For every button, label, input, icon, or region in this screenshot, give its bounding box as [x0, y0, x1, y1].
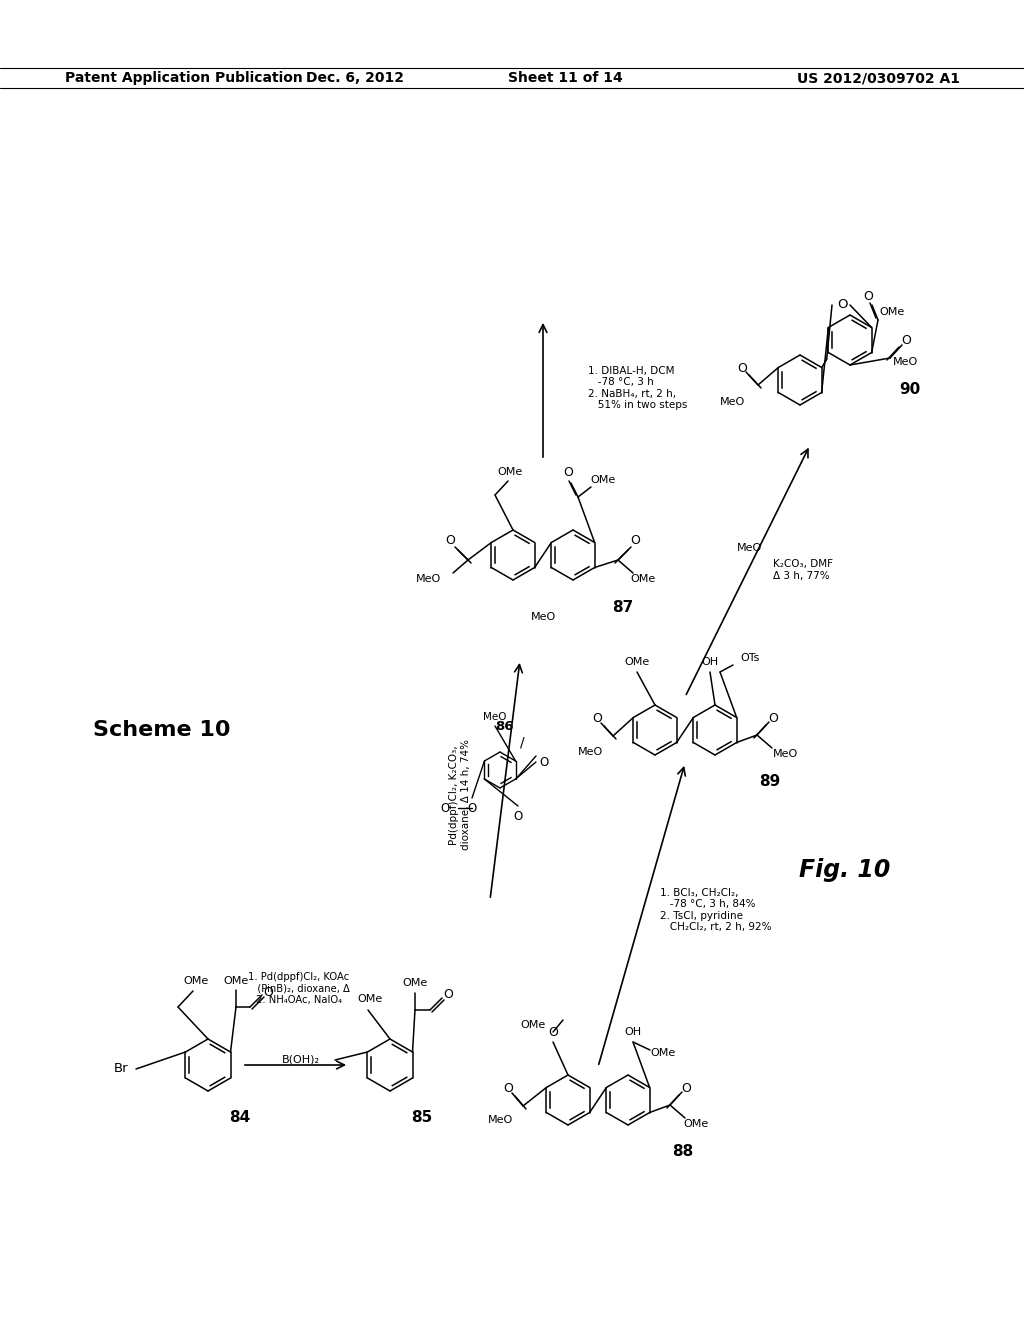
Text: B(OH)₂: B(OH)₂	[282, 1055, 319, 1065]
Text: MeO: MeO	[720, 397, 745, 407]
Text: O: O	[592, 711, 602, 725]
Text: OMe: OMe	[223, 975, 249, 986]
Text: O: O	[563, 466, 573, 479]
Text: OH: OH	[625, 1027, 642, 1038]
Text: 1. Pd(dppf)Cl₂, KOAc
   (PinB)₂, dioxane, Δ
2. NH₄OAc, NaIO₄: 1. Pd(dppf)Cl₂, KOAc (PinB)₂, dioxane, Δ…	[248, 972, 350, 1005]
Text: O: O	[630, 535, 640, 548]
Text: Br: Br	[114, 1063, 128, 1076]
Text: OMe: OMe	[402, 978, 428, 987]
Text: MeO: MeO	[737, 543, 763, 553]
Text: 90: 90	[899, 383, 921, 397]
Text: O: O	[440, 801, 450, 814]
Text: Dec. 6, 2012: Dec. 6, 2012	[306, 71, 404, 84]
Text: MeO: MeO	[530, 612, 556, 622]
Text: 86: 86	[496, 719, 514, 733]
Text: O: O	[901, 334, 911, 346]
Text: Fig. 10: Fig. 10	[800, 858, 891, 882]
Text: Scheme 10: Scheme 10	[93, 719, 230, 741]
Text: MeO: MeO	[487, 1115, 513, 1125]
Text: OMe: OMe	[683, 1119, 709, 1129]
Text: O: O	[503, 1081, 513, 1094]
Text: Patent Application Publication: Patent Application Publication	[65, 71, 303, 84]
Text: O: O	[445, 535, 455, 548]
Text: /: /	[520, 735, 524, 748]
Text: MeO: MeO	[772, 748, 798, 759]
Text: OMe: OMe	[631, 574, 655, 583]
Text: O: O	[837, 298, 847, 312]
Text: US 2012/0309702 A1: US 2012/0309702 A1	[797, 71, 961, 84]
Text: OMe: OMe	[357, 994, 383, 1005]
Text: O: O	[768, 711, 778, 725]
Text: OMe: OMe	[625, 657, 649, 667]
Text: MeO: MeO	[892, 356, 918, 367]
Text: MeO: MeO	[483, 711, 507, 722]
Text: OH: OH	[701, 657, 719, 667]
Text: 84: 84	[229, 1110, 251, 1125]
Text: OMe: OMe	[880, 308, 904, 317]
Text: O: O	[548, 1026, 558, 1039]
Text: O: O	[513, 809, 522, 822]
Text: 87: 87	[612, 599, 634, 615]
Text: OTs: OTs	[740, 653, 760, 663]
Text: O: O	[863, 289, 872, 302]
Text: 1. DIBAL-H, DCM
   -78 °C, 3 h
2. NaBH₄, rt, 2 h,
   51% in two steps: 1. DIBAL-H, DCM -78 °C, 3 h 2. NaBH₄, rt…	[588, 366, 687, 411]
Text: OMe: OMe	[520, 1020, 546, 1030]
Text: OMe: OMe	[498, 467, 522, 477]
Text: O: O	[540, 755, 549, 768]
Text: O: O	[443, 989, 453, 1002]
Text: O: O	[467, 801, 476, 814]
Text: 89: 89	[760, 775, 780, 789]
Text: 85: 85	[412, 1110, 432, 1125]
Text: O: O	[681, 1081, 691, 1094]
Text: OMe: OMe	[650, 1048, 676, 1059]
Text: K₂CO₃, DMF
Δ 3 h, 77%: K₂CO₃, DMF Δ 3 h, 77%	[773, 560, 833, 581]
Text: 88: 88	[673, 1144, 693, 1159]
Text: MeO: MeO	[416, 574, 441, 583]
Text: O: O	[737, 362, 746, 375]
Text: OMe: OMe	[591, 475, 615, 484]
Text: MeO: MeO	[578, 747, 603, 756]
Text: OMe: OMe	[183, 975, 209, 986]
Text: Pd(dppf)Cl₂, K₂CO₃,
dioxane, Δ 14 h, 74%: Pd(dppf)Cl₂, K₂CO₃, dioxane, Δ 14 h, 74%	[450, 739, 471, 850]
Text: 1. BCl₃, CH₂Cl₂,
   -78 °C, 3 h, 84%
2. TsCl, pyridine
   CH₂Cl₂, rt, 2 h, 92%: 1. BCl₃, CH₂Cl₂, -78 °C, 3 h, 84% 2. TsC…	[660, 887, 771, 932]
Text: O: O	[263, 986, 273, 999]
Text: Sheet 11 of 14: Sheet 11 of 14	[508, 71, 623, 84]
